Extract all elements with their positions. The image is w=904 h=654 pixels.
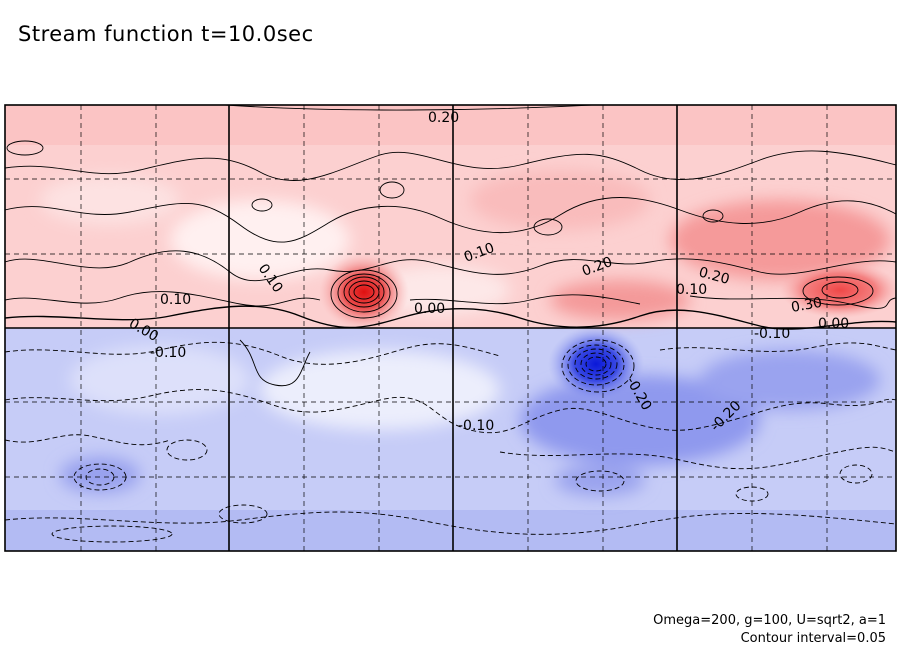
grid	[5, 105, 896, 551]
contour-line	[702, 209, 724, 223]
contour-line	[5, 511, 896, 535]
contour-interval-note: Contour interval=0.05	[740, 631, 886, 646]
contour-line	[348, 280, 380, 304]
negative-patch	[260, 350, 500, 430]
contour-line	[166, 439, 208, 461]
chart-title: Stream function t=10.0sec	[18, 22, 314, 46]
contour-line	[821, 281, 859, 299]
contour-line	[689, 295, 896, 309]
contour-line	[499, 446, 896, 470]
contour-line	[5, 434, 171, 446]
contour-label: 0.00	[414, 301, 445, 317]
contour-label: 0.10	[160, 292, 191, 308]
negative-patch	[700, 350, 880, 410]
contour-line	[585, 356, 607, 372]
contour-line	[343, 276, 385, 308]
parameters-note: Omega=200, g=100, U=sqrt2, a=1	[653, 613, 886, 628]
contour-line	[5, 389, 896, 434]
major-grid	[5, 105, 896, 551]
negative-patch	[555, 464, 645, 496]
contour-line	[567, 344, 625, 386]
contour-line	[51, 525, 173, 543]
contour-line	[353, 284, 375, 300]
contour-line	[5, 250, 896, 282]
contour-line	[574, 348, 618, 380]
negative-patch	[70, 345, 250, 415]
contour-label: 0.10	[676, 282, 707, 298]
contour-line	[575, 470, 625, 492]
positive-patch	[670, 200, 890, 280]
contour-line	[5, 150, 896, 181]
contour-label: 0.30	[790, 295, 823, 316]
contour-line	[580, 352, 612, 376]
negative-patch	[60, 457, 140, 493]
contour-line-zero	[5, 305, 896, 330]
positive-vortex	[319, 254, 409, 330]
contour-line	[5, 291, 321, 307]
contour-label: -0.10	[150, 345, 186, 361]
contour-line	[330, 269, 398, 319]
contour-line	[6, 140, 44, 156]
contour-line	[5, 341, 501, 365]
contour-label: 0.20	[697, 264, 731, 288]
contour-label: 0.20	[428, 110, 459, 126]
contour-label: -0.10	[458, 418, 494, 434]
positive-patch	[470, 170, 650, 230]
contour-line	[409, 294, 641, 305]
contour-line	[337, 273, 391, 313]
contour-label: 0.00	[818, 316, 849, 332]
contour-line	[379, 181, 405, 199]
upper-band	[5, 105, 896, 145]
positive-patch	[170, 200, 350, 280]
contour-line	[224, 105, 603, 111]
contour-line	[218, 504, 268, 524]
contour-line	[5, 197, 896, 243]
lower-band	[5, 510, 896, 551]
contour-label: -0.10	[754, 326, 790, 342]
plot-frame	[4, 104, 897, 552]
contour-line	[251, 198, 273, 212]
contour-line	[802, 276, 874, 306]
positive-vortex-secondary	[780, 262, 896, 318]
contour-line	[839, 464, 873, 484]
contour-line	[659, 342, 896, 352]
contour-line	[561, 339, 635, 393]
positive-patch	[40, 175, 180, 225]
contour-line	[239, 339, 311, 387]
